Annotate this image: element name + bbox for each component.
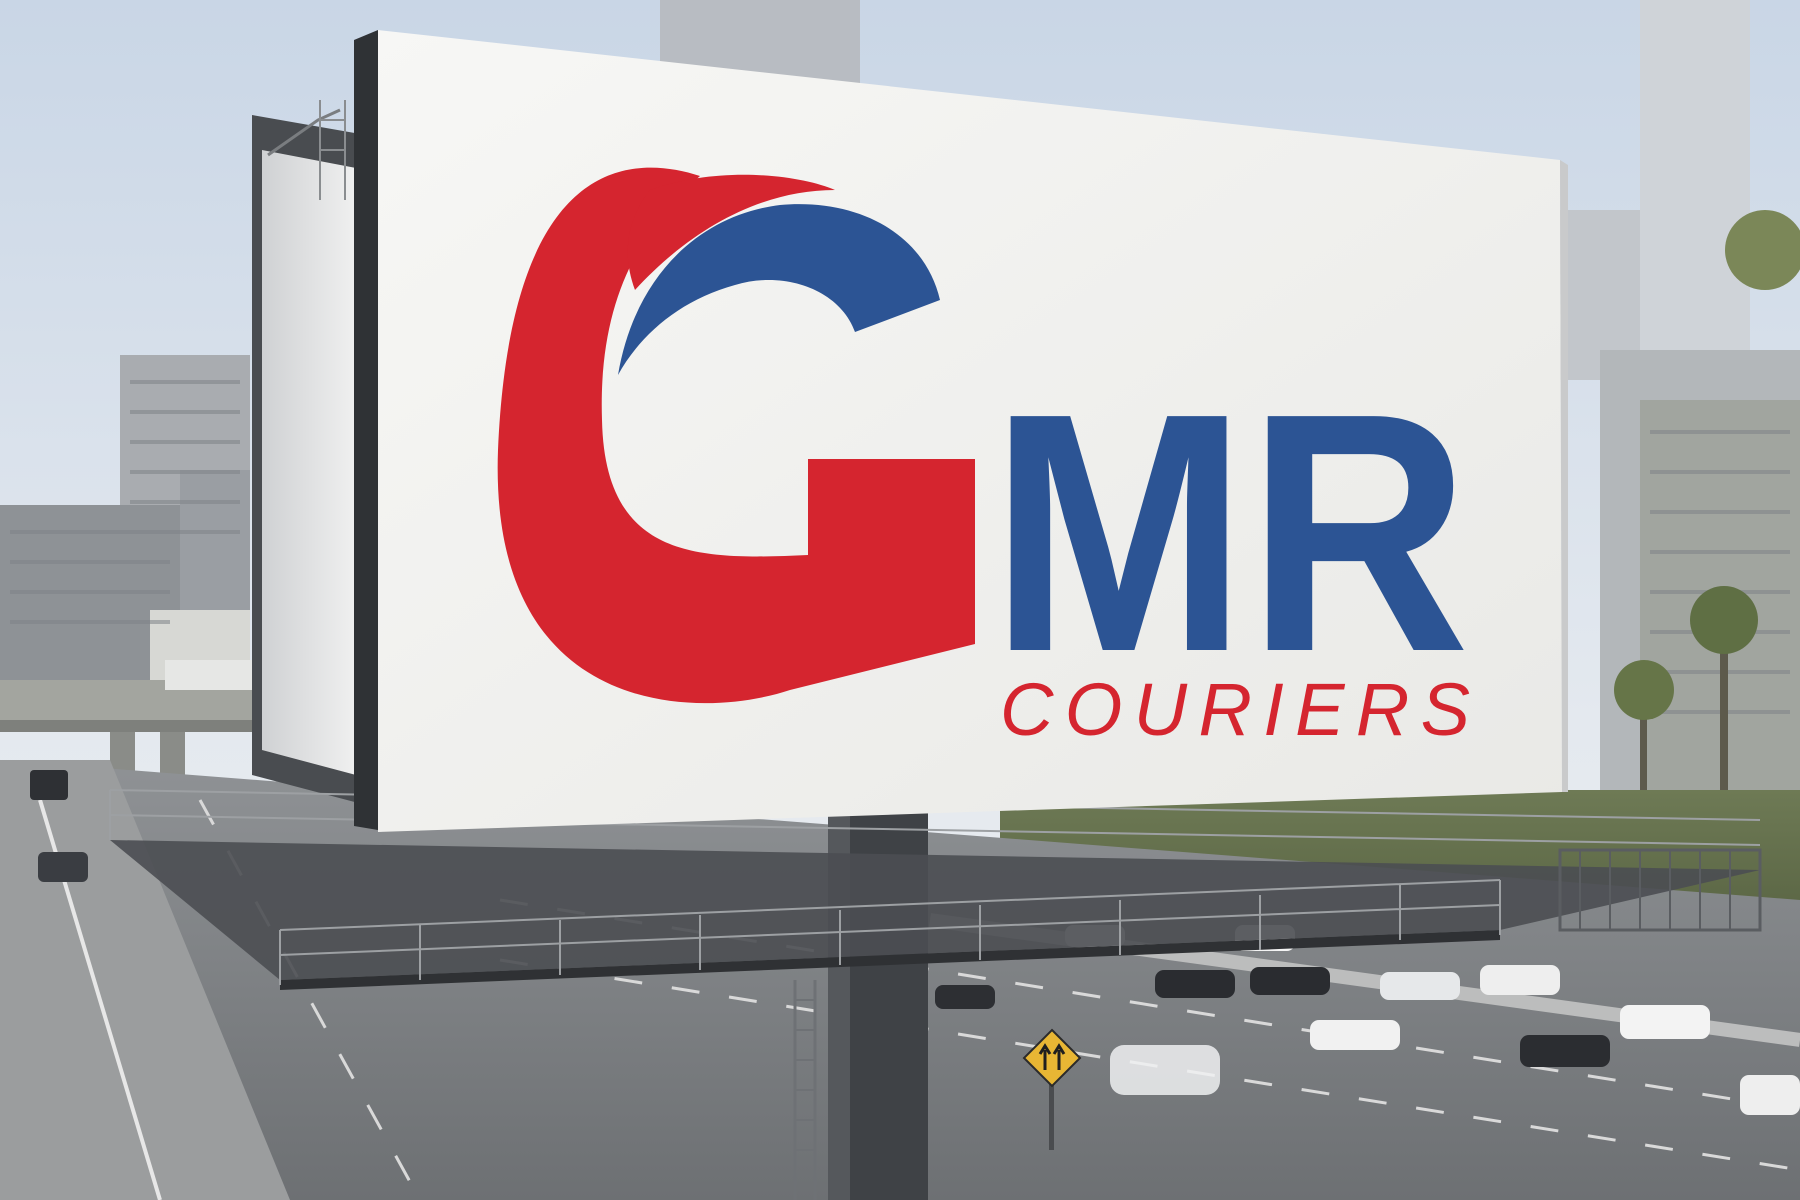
lane-merge-road-sign [1022, 1028, 1082, 1150]
logo-tagline: COURIERS [1000, 668, 1470, 751]
billboard-rear-face [252, 100, 366, 805]
logo-blue-swoosh [618, 204, 940, 375]
logo-g-red-shape [497, 167, 975, 704]
gmr-couriers-logo: MR COURIERS [497, 167, 1470, 751]
lane-merge-arrows-icon [1038, 1043, 1066, 1070]
palm-trees [1614, 210, 1800, 870]
logo-g-red-swoosh [627, 174, 835, 290]
traffic-cars [30, 770, 1800, 1115]
logo-mr-letters: MR [990, 343, 1470, 723]
